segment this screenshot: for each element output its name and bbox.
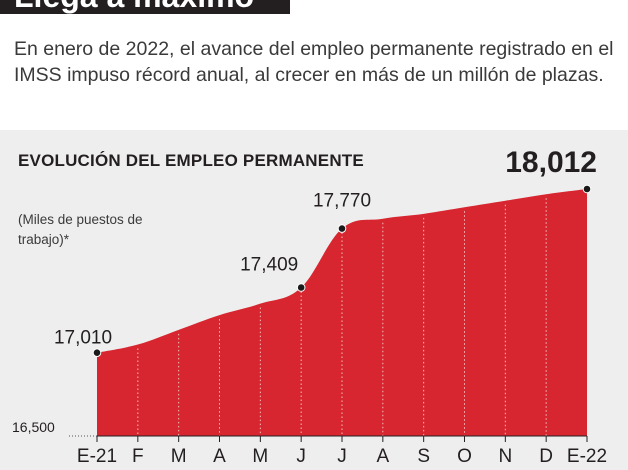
data-point-marker	[337, 224, 347, 233]
y-axis-label: 16,500	[12, 419, 55, 435]
x-tick-label: S	[417, 446, 430, 467]
x-tick-label: A	[213, 446, 226, 467]
x-tick-label: E-22	[567, 446, 607, 467]
chart-subtitle: (Miles de puestos de trabajo)*	[18, 212, 143, 247]
intro-text: En enero de 2022, el avance del empleo p…	[14, 38, 614, 86]
page-title: Llega a máximo	[14, 0, 254, 14]
x-tick-label: D	[539, 446, 553, 467]
data-label: 17,010	[54, 328, 112, 349]
data-point-marker	[296, 283, 306, 292]
employment-area	[97, 189, 587, 436]
data-label: 17,770	[313, 191, 371, 212]
data-label: 18,012	[505, 146, 597, 179]
x-tick-label: M	[252, 446, 268, 467]
x-tick-label: A	[376, 446, 389, 467]
x-tick-label: O	[457, 446, 472, 467]
x-tick-label: J	[337, 446, 347, 467]
x-tick-label: M	[171, 446, 187, 467]
x-tick-label: E-21	[77, 446, 117, 467]
title-bar: Llega a máximo	[0, 0, 290, 14]
x-tick-label: J	[296, 446, 306, 467]
x-tick-label: F	[132, 446, 144, 467]
x-tick-label: N	[498, 446, 512, 467]
data-point-marker	[582, 184, 592, 194]
data-point-marker	[92, 348, 102, 357]
chart-title: EVOLUCIÓN DEL EMPLEO PERMANENTE	[18, 151, 364, 170]
data-label: 17,409	[240, 255, 298, 276]
